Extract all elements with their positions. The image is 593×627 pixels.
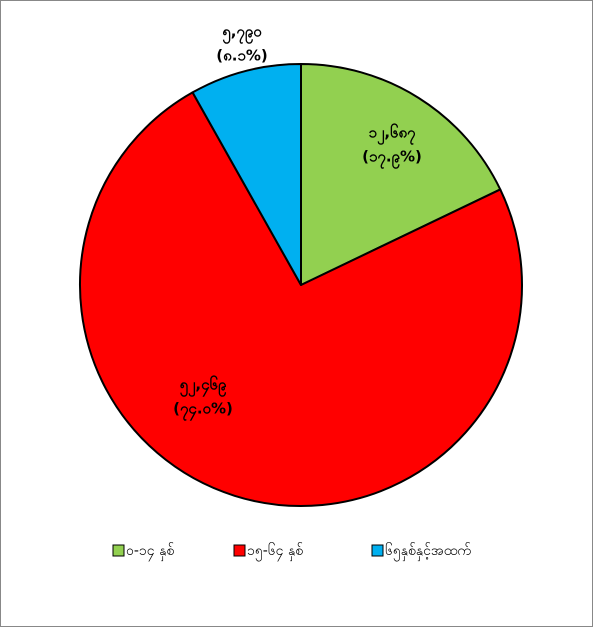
legend-swatch bbox=[233, 544, 246, 557]
legend-swatch bbox=[371, 544, 384, 557]
percent-label: (၁၇.၉%) bbox=[362, 148, 422, 170]
data-label: ၅၂,၄၆၉ bbox=[180, 375, 227, 398]
percent-label: (၇၄.၀%) bbox=[173, 400, 233, 422]
data-label: ၅,၇၉၀ bbox=[222, 23, 262, 45]
legend-swatch bbox=[112, 544, 125, 557]
pie-slice bbox=[79, 91, 523, 507]
data-label: ၁၂,၆၈၇ bbox=[369, 123, 417, 146]
percent-label: (၈.၁%) bbox=[216, 47, 267, 65]
legend-label: ၆၅နှစ်နှင့်အထက် bbox=[385, 543, 471, 561]
pie-slice bbox=[300, 63, 502, 286]
legend-label: ၁၅-၆၄ နှစ် bbox=[247, 543, 303, 561]
legend-label: ၀-၁၄ နှစ် bbox=[126, 543, 174, 561]
pie-slice bbox=[191, 63, 302, 286]
